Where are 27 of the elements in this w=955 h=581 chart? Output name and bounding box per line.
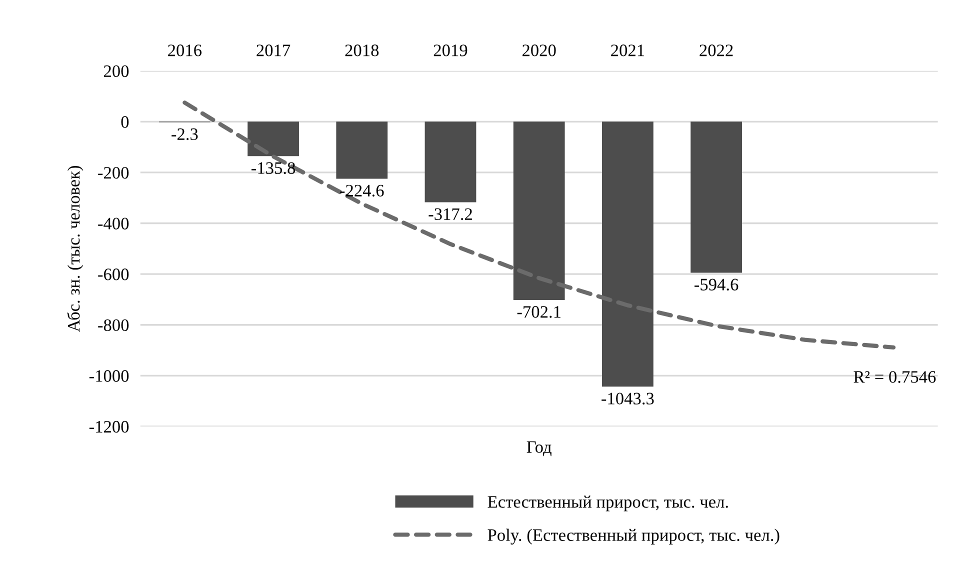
y-tick-label: 0 [121, 116, 129, 128]
x-tick-label: 2022 [700, 44, 733, 56]
y-tick-label: -600 [98, 268, 129, 280]
x-tick-label: 2016 [168, 44, 202, 56]
y-tick-label: -1000 [89, 370, 129, 382]
legend-label: Естественный прирост, тыс. чел. [488, 496, 728, 512]
x-tick-label: 2018 [345, 44, 379, 56]
y-tick-label: 200 [104, 65, 129, 78]
y-tick-label: -400 [98, 218, 129, 230]
data-label: -702.1 [517, 306, 560, 318]
y-tick-label: -1200 [89, 420, 129, 433]
data-label: -135.8 [252, 162, 296, 174]
data-label: -317.2 [428, 208, 472, 220]
x-axis-title: Год [526, 441, 552, 456]
data-label: -1043.3 [602, 392, 654, 405]
x-tick-label: 2020 [522, 44, 556, 56]
data-label: -594.6 [694, 278, 738, 291]
y-axis-title: Абс. зн. (тыс. человек) [67, 166, 84, 332]
data-label: -2.3 [172, 128, 198, 140]
data-label: -224.6 [340, 184, 384, 197]
legend-label: Poly. (Естественный прирост, тыс. чел.) [488, 528, 780, 545]
annotation: R² = 0.7546 [854, 371, 936, 383]
x-tick-label: 2021 [611, 44, 644, 56]
y-tick-label: -200 [98, 166, 129, 179]
y-tick-label: -800 [98, 319, 129, 332]
x-tick-label: 2017 [256, 44, 290, 56]
x-tick-label: 2019 [434, 44, 468, 56]
